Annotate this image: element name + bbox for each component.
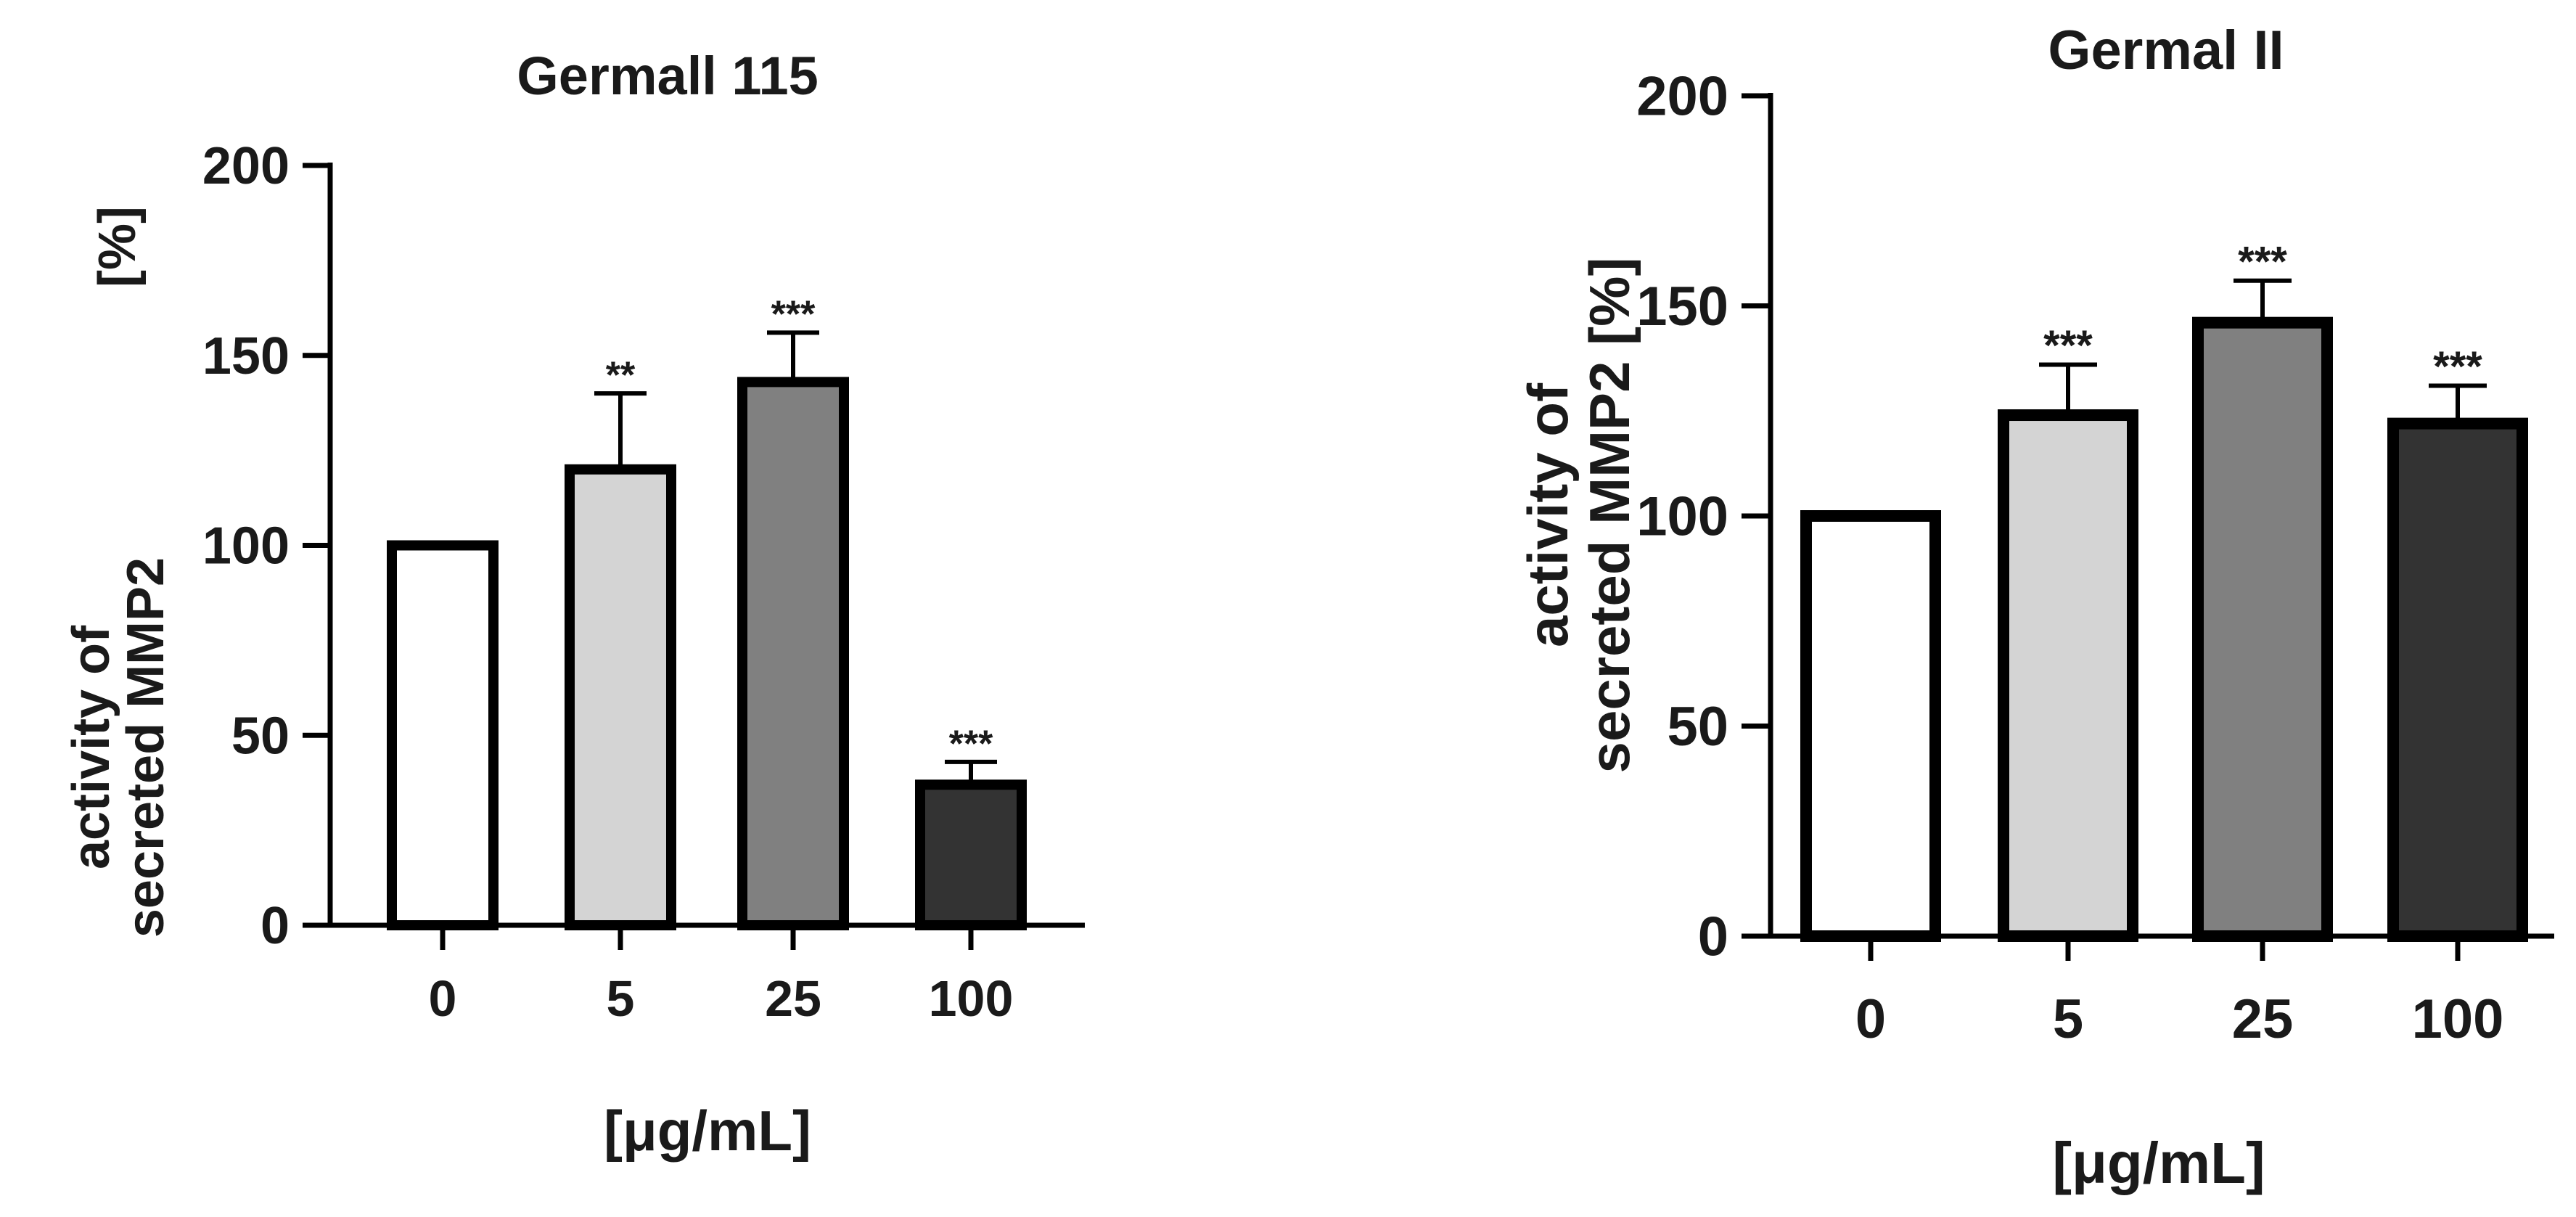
x-tick-label: 0: [429, 970, 457, 1027]
bar-25: [2192, 316, 2333, 943]
x-tick-label: 25: [765, 970, 821, 1027]
panel-germal-ii: Germal II activity of secreted MMP2 [%] …: [1516, 20, 2554, 1195]
chart-title: Germal II: [2048, 20, 2284, 81]
x-tick-label: 5: [607, 970, 635, 1027]
y-tick-label: 150: [202, 327, 290, 385]
y-axis-label-line1: activity of: [1516, 382, 1580, 647]
significance-marker: **: [606, 355, 636, 397]
bar-0: [387, 540, 499, 930]
y-tick-label: 0: [1698, 906, 1728, 968]
bar-5: [1998, 409, 2138, 942]
y-axis-label-unit: [%]: [89, 206, 147, 287]
y-tick-label: 0: [261, 897, 290, 955]
y-tick-label: 200: [202, 137, 290, 195]
y-tick-label: 150: [1636, 276, 1728, 337]
bar-25: [737, 377, 849, 930]
x-tick-label: 100: [929, 970, 1014, 1027]
x-tick-label: 25: [2232, 988, 2294, 1050]
significance-marker: ***: [2043, 322, 2093, 369]
x-tick-label: 100: [2412, 988, 2504, 1050]
y-axis-label-line2: secreted MMP2 [%]: [1578, 258, 1641, 774]
bar-100: [2387, 417, 2528, 942]
panel-germall-115: Germall 115 activity of secreted MMP2 [%…: [62, 46, 1085, 1163]
y-tick-label: 50: [1667, 696, 1728, 758]
y-tick-label: 50: [231, 707, 290, 765]
y-tick-label: 100: [1636, 486, 1728, 548]
significance-marker: ***: [771, 294, 816, 336]
bar-100: [915, 779, 1027, 931]
plot-area: 0 50 100 150 200 0 *** 5 *** 25 *** 100: [1636, 66, 2554, 1050]
y-tick-label: 100: [202, 517, 290, 575]
significance-marker: ***: [2238, 238, 2287, 285]
x-tick-label: 5: [2053, 988, 2083, 1050]
plot-area: 0 50 100 150 200 0 ** 5 *** 25 *** 100: [202, 137, 1085, 1027]
y-axis-label-line2: secreted MMP2: [117, 557, 175, 938]
y-axis-label-line1: activity of: [62, 625, 120, 869]
significance-marker: ***: [949, 723, 993, 765]
x-tick-label: 0: [1855, 988, 1886, 1050]
bar-5: [565, 464, 676, 930]
y-tick-label: 200: [1636, 66, 1728, 128]
x-axis-label: [μg/mL]: [604, 1099, 811, 1163]
significance-marker: ***: [2433, 343, 2482, 390]
bar-0: [1800, 510, 1941, 942]
x-axis-label: [μg/mL]: [2052, 1131, 2265, 1195]
chart-title: Germall 115: [517, 46, 819, 106]
